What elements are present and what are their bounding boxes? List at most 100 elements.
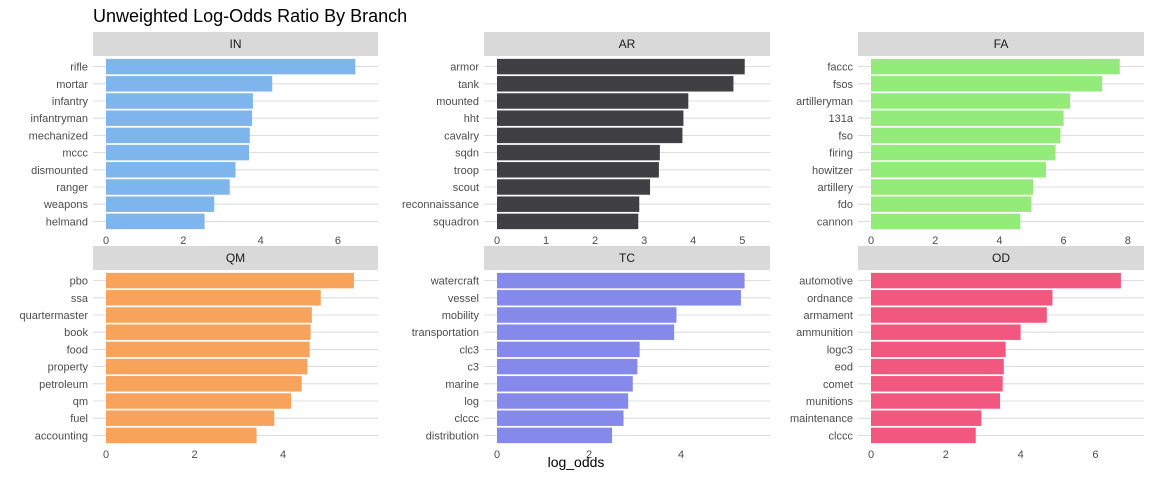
bar-tc-vessel [497,290,741,306]
bar-in-mccc [106,144,250,161]
bar-fa-fsos [871,76,1103,92]
bar-tc-mobility [497,307,677,323]
bar-od-clccc [871,427,976,444]
bar-in-mortar [106,76,273,92]
bar-qm-quartermaster [106,307,312,323]
category-label: cavalry [444,130,479,142]
category-label: mobility [442,310,480,322]
panel-title-tc: TC [619,251,635,265]
category-label: sqdn [455,148,479,160]
category-label: comet [823,379,853,391]
bar-qm-property [106,358,308,375]
bar-in-mechanized [106,127,250,144]
bar-in-ranger [106,179,230,195]
bar-tc-log [497,393,629,409]
bar-ar-reconnaissance [497,196,640,212]
panel-title-in: IN [230,37,242,51]
bar-tc-marine [497,376,633,392]
x-tick-label: 2 [932,235,938,247]
category-label: ordnance [807,293,853,305]
x-tick-label: 0 [868,449,874,461]
bar-tc-c3 [497,358,638,375]
category-label: weapons [43,199,89,211]
panel-title-fa: FA [994,37,1009,51]
bar-tc-watercraft [497,272,745,289]
bar-in-infantry [106,93,253,109]
category-label: fso [838,130,853,142]
category-label: ranger [56,182,88,194]
bar-fa-cannon [871,213,1021,230]
bar-in-dismounted [106,162,236,178]
panel-strip-ar [484,32,770,56]
category-label: clccc [455,413,480,425]
category-label: armor [450,62,479,74]
x-tick-label: 4 [678,449,684,461]
x-axis-label: log_odds [547,454,605,470]
bar-fa-artilleryman [871,93,1071,109]
bar-fa-artillery [871,179,1034,195]
category-label: ssa [71,293,89,305]
x-tick-label: 2 [191,449,197,461]
bar-qm-food [106,341,310,358]
category-label: cannon [817,216,853,228]
x-tick-label: 8 [1125,235,1131,247]
category-label: scout [453,182,479,194]
x-tick-label: 5 [739,235,745,247]
x-tick-label: 0 [494,235,500,247]
category-label: distribution [426,430,479,442]
category-label: vessel [448,293,479,305]
category-label: munitions [806,396,854,408]
bar-od-maintenance [871,410,982,426]
category-label: armament [803,310,853,322]
bar-ar-sqdn [497,144,660,161]
bar-in-rifle [106,58,356,75]
bar-od-armament [871,307,1047,323]
category-label: troop [454,165,479,177]
bar-od-comet [871,376,1003,392]
category-label: clccc [829,430,854,442]
x-tick-label: 2 [180,235,186,247]
bar-qm-qm [106,393,292,409]
bar-in-weapons [106,196,215,212]
category-label: tank [458,79,479,91]
category-label: infantryman [31,113,88,125]
bar-qm-pbo [106,272,354,289]
category-label: c3 [467,362,479,374]
panel-strip-tc [484,246,770,270]
bar-in-infantryman [106,110,253,126]
panel-title-ar: AR [619,37,636,51]
category-label: watercraft [430,276,479,288]
x-tick-label: 4 [258,235,264,247]
bar-fa-firing [871,144,1056,161]
bar-od-logc3 [871,341,1006,358]
x-tick-label: 0 [103,235,109,247]
bar-od-eod [871,358,1004,375]
category-label: quartermaster [20,310,89,322]
bar-tc-clccc [497,410,624,426]
x-tick-label: 6 [1061,235,1067,247]
panel-strip-od [858,246,1144,270]
category-label: clc3 [459,344,479,356]
x-tick-label: 0 [494,449,500,461]
category-label: fdo [838,199,853,211]
category-label: petroleum [39,379,88,391]
category-label: eod [835,362,853,374]
bar-od-ammunition [871,324,1021,340]
category-label: mounted [436,96,479,108]
bar-ar-tank [497,76,734,92]
category-label: maintenance [790,413,853,425]
category-label: qm [73,396,88,408]
category-label: infantry [52,96,89,108]
bar-qm-accounting [106,427,257,444]
category-label: hht [464,113,479,125]
bar-ar-mounted [497,93,689,109]
bar-fa-howitzer [871,162,1046,178]
x-tick-label: 6 [335,235,341,247]
bar-od-munitions [871,393,1001,409]
bar-ar-troop [497,162,659,178]
bar-fa-131a [871,110,1064,126]
bar-fa-fso [871,127,1061,144]
category-label: marine [445,379,479,391]
bar-ar-armor [497,58,745,75]
x-tick-label: 4 [996,235,1002,247]
